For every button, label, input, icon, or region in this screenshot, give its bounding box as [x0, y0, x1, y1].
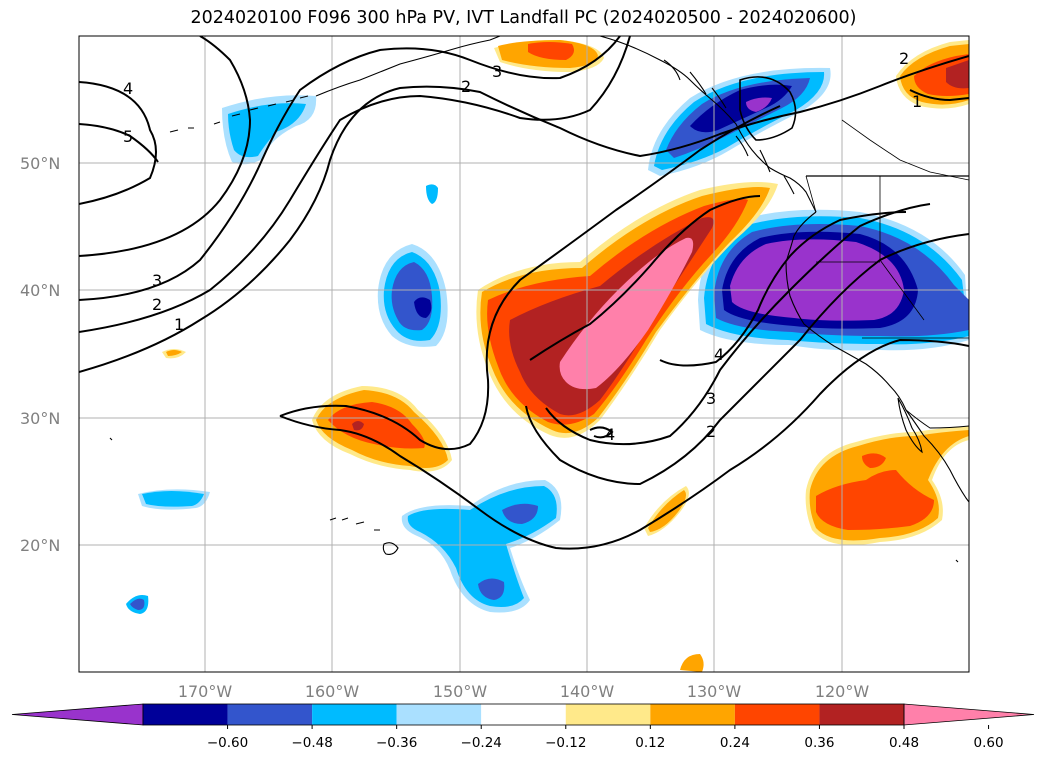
contour-label: 5 [123, 127, 133, 146]
colorbar-extend-low [11, 703, 144, 726]
lat-label: 40°N [20, 281, 60, 300]
contour-label: 1 [912, 92, 922, 111]
colorbar-segment [481, 704, 566, 725]
colorbar-segment [227, 704, 313, 725]
colorbar-segment [650, 704, 735, 725]
contour-label: 2 [152, 295, 162, 314]
map-frame [78, 35, 970, 673]
colorbar-segment [396, 704, 482, 725]
colorbar-tick-label: 0.24 [720, 735, 750, 751]
latitude-labels: 50°N 40°N 30°N 20°N [20, 154, 60, 555]
lon-label: 160°W [305, 682, 360, 701]
contour-label: 3 [706, 389, 716, 408]
colorbar-segment [565, 704, 651, 725]
colorbar-segment [819, 704, 904, 725]
lon-label: 140°W [560, 682, 615, 701]
map-title: 2024020100 F096 300 hPa PV, IVT Landfall… [190, 8, 857, 28]
colorbar-tick-label: 0.12 [635, 735, 665, 751]
contour-label: 4 [714, 345, 724, 364]
colorbar-segment [734, 704, 820, 725]
colorbar-extend-high [903, 703, 1035, 726]
colorbar: −0.60 −0.48 −0.36 −0.24 −0.12 0.12 0.24 0.36 0.4… [11, 703, 1035, 751]
colorbar-tick-label: −0.36 [376, 735, 417, 751]
contour-label: 4 [605, 425, 615, 444]
colorbar-tick-label: 0.36 [804, 735, 834, 751]
lon-label: 130°W [687, 682, 742, 701]
colorbar-segment [312, 704, 397, 725]
longitude-labels: 170°W 160°W 150°W 140°W 130°W 120°W [178, 682, 870, 701]
contour-label: 2 [706, 422, 716, 441]
contour-labels: 4 5 2 3 3 2 1 4 3 2 4 2 1 [123, 49, 922, 444]
lon-label: 150°W [433, 682, 488, 701]
lon-label: 170°W [178, 682, 233, 701]
colorbar-tick-label: −0.12 [545, 735, 586, 751]
contour-label: 3 [492, 62, 502, 81]
lat-label: 30°N [20, 409, 60, 428]
contour-label: 3 [152, 271, 162, 290]
colorbar-tick-label: −0.48 [291, 735, 332, 751]
colorbar-tick-label: −0.24 [461, 735, 502, 751]
colorbar-tick-label: 0.48 [889, 735, 919, 751]
contour-label: 1 [174, 315, 184, 334]
contours [79, 36, 969, 550]
lat-label: 20°N [20, 536, 60, 555]
contour-label: 4 [123, 79, 133, 98]
lon-label: 120°W [815, 682, 870, 701]
contour-label: 2 [899, 49, 909, 68]
contour-label: 2 [461, 77, 471, 96]
lat-label: 50°N [20, 154, 60, 173]
colorbar-segment [143, 704, 228, 725]
colorbar-border [142, 703, 905, 726]
colorbar-tick-label: 0.60 [974, 735, 1004, 751]
colorbar-tick-label: −0.60 [207, 735, 248, 751]
